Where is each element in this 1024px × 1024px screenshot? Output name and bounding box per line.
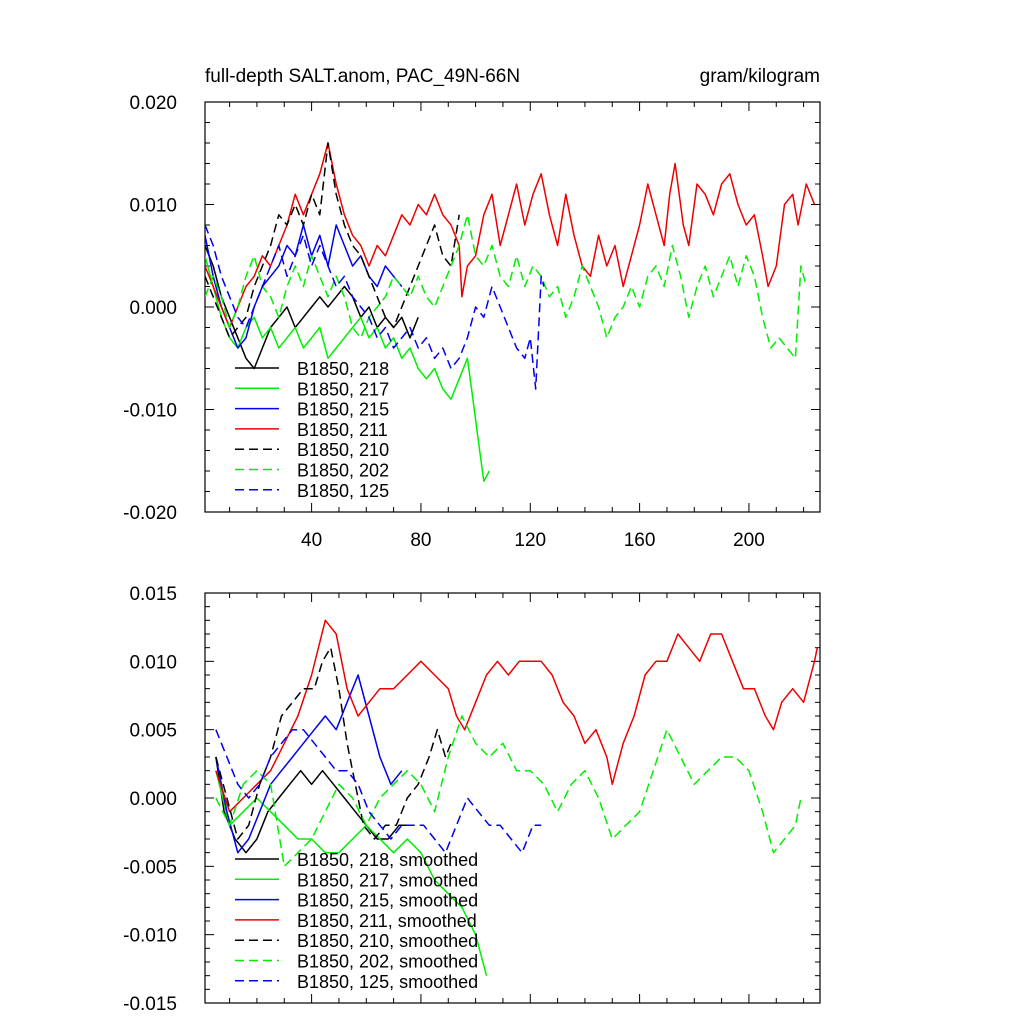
y-tick-label: 0.010 bbox=[129, 196, 177, 217]
legend-label: B1850, 218, smoothed bbox=[297, 850, 478, 870]
y-tick-label: -0.010 bbox=[123, 926, 177, 947]
series-line bbox=[215, 756, 410, 854]
legend-label: B1850, 202, smoothed bbox=[297, 952, 478, 972]
legend-label: B1850, 211, smoothed bbox=[297, 911, 477, 931]
series-line bbox=[215, 619, 819, 813]
top-panel: 40 80 120 160 200 -0.020 -0.010 0.000 0.010 0.020… bbox=[123, 93, 821, 551]
legend-label: B1850, 210 bbox=[297, 440, 389, 460]
series-layer bbox=[215, 619, 819, 976]
x-tick-label: 40 bbox=[301, 530, 322, 551]
y-tick-label: 0.000 bbox=[129, 298, 177, 319]
series-layer bbox=[205, 142, 816, 483]
legend-label: B1850, 211 bbox=[297, 420, 388, 440]
legend-label: B1850, 125, smoothed bbox=[297, 972, 478, 992]
series-line bbox=[205, 142, 816, 329]
series-line bbox=[215, 646, 452, 840]
legend-label: B1850, 217 bbox=[297, 379, 389, 399]
series-line bbox=[215, 674, 403, 854]
series-line bbox=[205, 142, 460, 339]
series-line bbox=[205, 255, 490, 483]
x-tick-label: 120 bbox=[514, 530, 546, 551]
y-tick-label: 0.005 bbox=[129, 721, 177, 742]
units-label: gram/kilogram bbox=[700, 66, 820, 87]
x-tick-label: 160 bbox=[624, 530, 656, 551]
series-line bbox=[205, 245, 419, 370]
y-tick-label: -0.010 bbox=[123, 401, 177, 422]
legend-label: B1850, 202 bbox=[297, 461, 389, 481]
bottom-panel: -0.015 -0.010 -0.005 0.000 0.005 0.010 0.015 B1… bbox=[123, 584, 821, 1015]
y-tick-label: 0.020 bbox=[129, 93, 177, 114]
legend-label: B1850, 217, smoothed bbox=[297, 870, 478, 890]
series-line bbox=[205, 214, 808, 360]
y-tick-label: -0.005 bbox=[123, 857, 177, 878]
legend-label: B1850, 218 bbox=[297, 359, 389, 379]
y-tick-label: 0.010 bbox=[129, 652, 177, 673]
legend-label: B1850, 125 bbox=[297, 481, 389, 501]
legend-label: B1850, 215 bbox=[297, 400, 389, 420]
series-line bbox=[215, 715, 802, 868]
legend-label: B1850, 210, smoothed bbox=[297, 931, 478, 951]
y-tick-label: 0.000 bbox=[129, 789, 177, 810]
series-line bbox=[215, 728, 542, 854]
legend-label: B1850, 215, smoothed bbox=[297, 891, 478, 911]
y-tick-label: -0.015 bbox=[123, 994, 177, 1015]
series-line bbox=[215, 770, 488, 976]
x-tick-label: 200 bbox=[733, 530, 765, 551]
y-tick-label: 0.015 bbox=[129, 584, 177, 605]
series-line bbox=[205, 224, 545, 390]
y-tick-label: -0.020 bbox=[123, 503, 177, 524]
chart-title: full-depth SALT.anom, PAC_49N-66N bbox=[205, 66, 520, 87]
x-tick-label: 80 bbox=[410, 530, 431, 551]
